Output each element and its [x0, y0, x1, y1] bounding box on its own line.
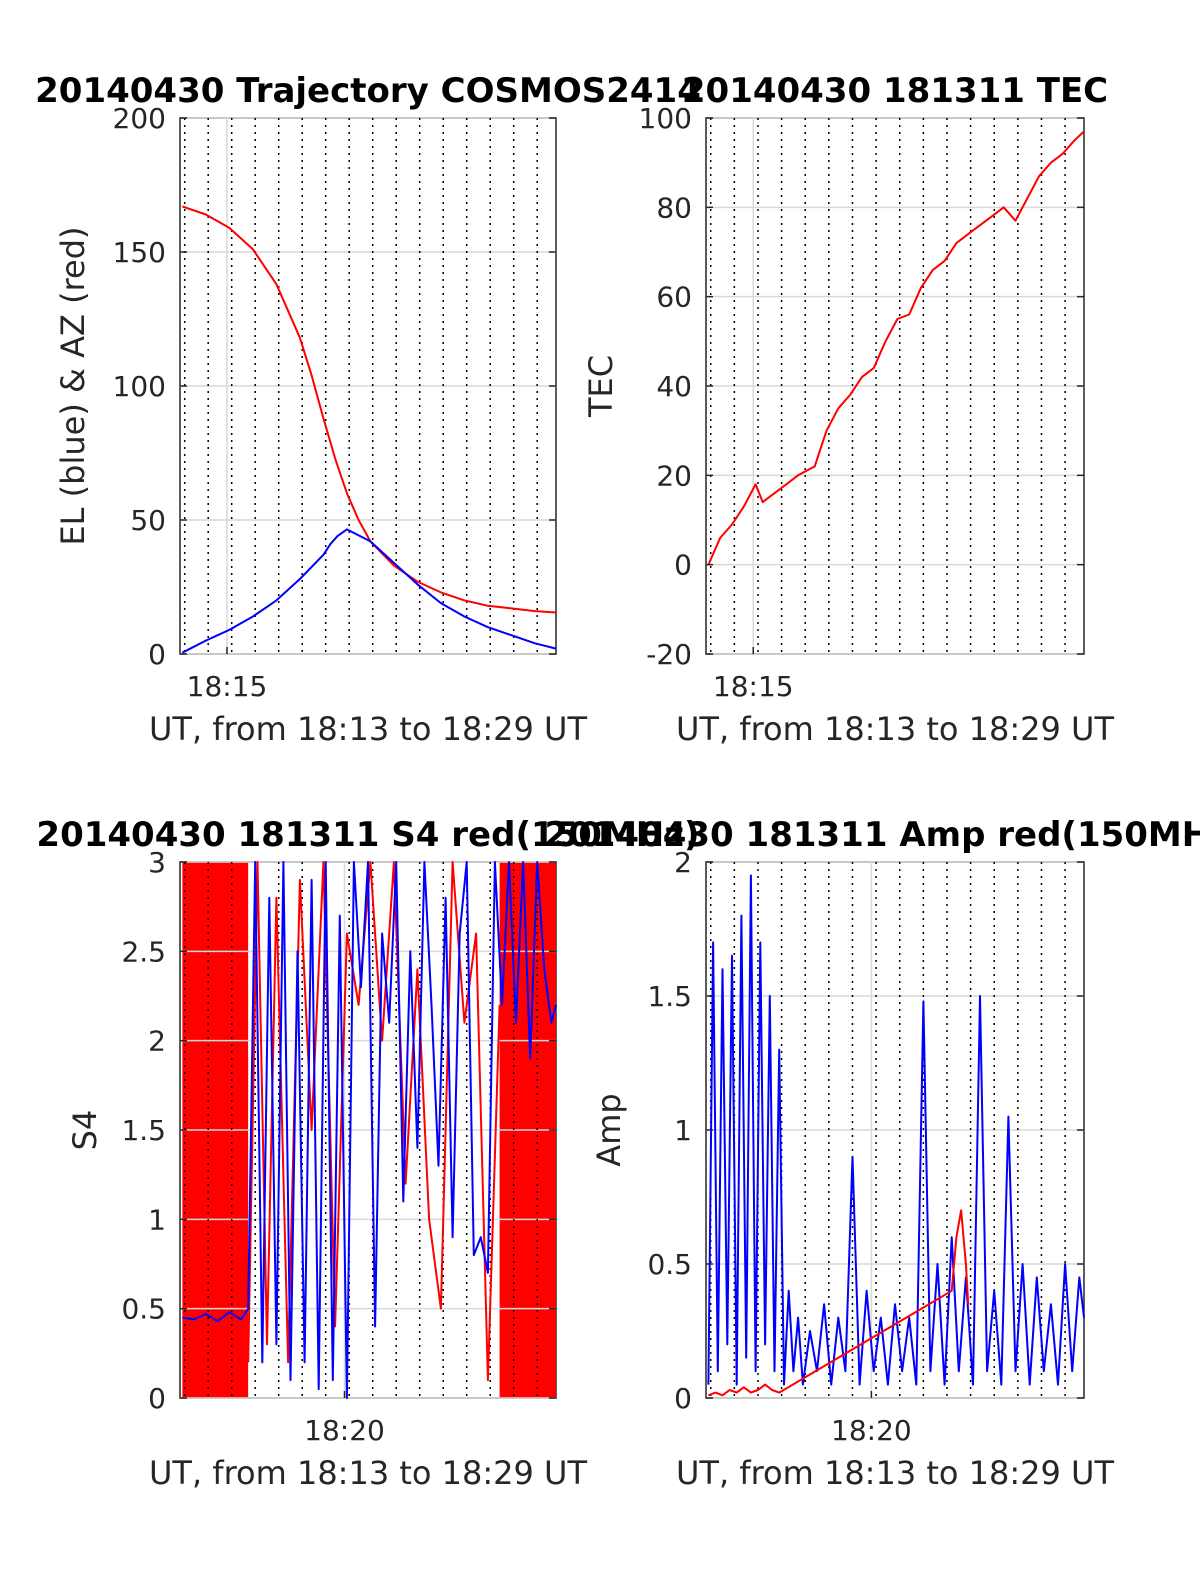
y-tick-label: 200 — [113, 102, 166, 135]
panel-amp: 0 0.5 1 1.5 2 18:20 20140430 181311 Amp red(1… — [544, 815, 1200, 1492]
y-axis-label: EL (blue) & AZ (red) — [54, 226, 92, 545]
y-tick-label: 1.5 — [647, 980, 692, 1013]
series-line-el — [181, 528, 557, 654]
y-tick-label: 0.5 — [647, 1248, 692, 1281]
y-tick-label: 1 — [148, 1203, 166, 1236]
chart-title: 20140430 181311 S4 red(150MHz) — [36, 815, 699, 855]
series-line-amp-blue — [707, 874, 1085, 1386]
x-tick-label: 18:20 — [304, 1414, 385, 1447]
panel-tec: -20 0 20 40 60 80 100 18:15 20140430 181311 TEC… — [582, 71, 1114, 748]
y-axis-label: Amp — [590, 1093, 628, 1166]
x-axis-label: UT, from 18:13 to 18:29 UT — [676, 1454, 1114, 1492]
y-tick-label: 0 — [148, 638, 166, 671]
x-axis-label: UT, from 18:13 to 18:29 UT — [149, 1454, 587, 1492]
y-tick-label: 2.5 — [121, 935, 166, 968]
series-line-s4-red — [247, 861, 501, 1382]
x-tick-label: 18:15 — [713, 670, 794, 703]
y-tick-label: 0 — [674, 1382, 692, 1415]
chart-title: 20140430 Trajectory COSMOS2414 — [35, 71, 701, 111]
y-axis-label: TEC — [582, 355, 620, 418]
y-tick-label: 2 — [674, 846, 692, 879]
y-tick-label: 100 — [113, 370, 166, 403]
series-line-tec — [707, 130, 1085, 566]
y-tick-label: 50 — [130, 504, 166, 537]
y-tick-label: 80 — [656, 191, 692, 224]
y-tick-label: 40 — [656, 370, 692, 403]
y-tick-label: 20 — [656, 459, 692, 492]
y-tick-label: 1 — [674, 1114, 692, 1147]
series-line-amp-red — [708, 1209, 970, 1397]
chart-title: 20140430 181311 TEC — [682, 71, 1108, 111]
series-line-s4-blue — [182, 861, 557, 1399]
x-tick-label: 18:20 — [831, 1414, 912, 1447]
y-tick-label: -20 — [646, 638, 692, 671]
y-tick-label: 60 — [656, 281, 692, 314]
series-line-az — [181, 205, 557, 614]
x-tick-label: 18:15 — [187, 670, 268, 703]
y-tick-label: 0 — [674, 549, 692, 582]
y-tick-label: 150 — [113, 236, 166, 269]
x-axis-label: UT, from 18:13 to 18:29 UT — [149, 710, 587, 748]
y-tick-label: 0.5 — [121, 1293, 166, 1326]
x-axis-label: UT, from 18:13 to 18:29 UT — [676, 710, 1114, 748]
panel-s4: 0 0.5 1 1.5 2 2.5 3 18:20 20140430 181311 S4 re… — [36, 815, 699, 1492]
y-axis-label: S4 — [66, 1110, 104, 1151]
y-tick-label: 100 — [639, 102, 692, 135]
y-tick-label: 3 — [148, 846, 166, 879]
chart-title: 20140430 181311 Amp red(150MHz) — [544, 815, 1200, 855]
y-tick-label: 0 — [148, 1382, 166, 1415]
y-tick-label: 1.5 — [121, 1114, 166, 1147]
y-tick-label: 2 — [148, 1025, 166, 1058]
